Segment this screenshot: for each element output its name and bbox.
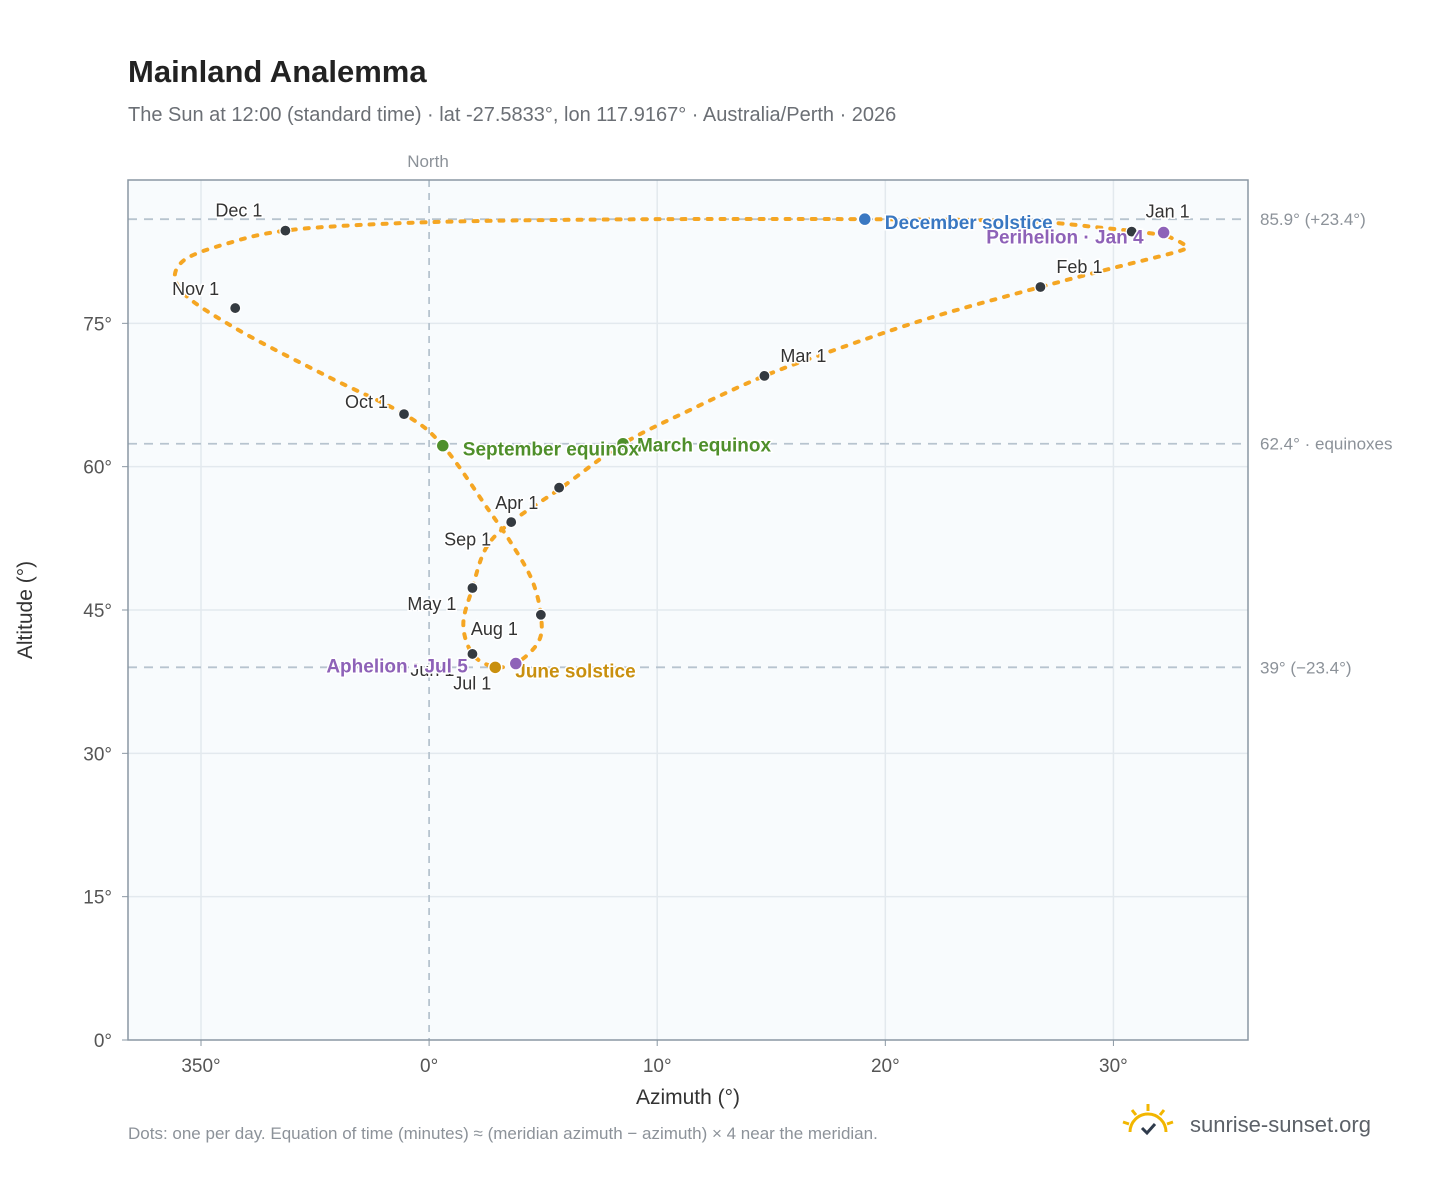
event-label: June solstice <box>515 661 635 682</box>
x-tick-label: 10° <box>643 1056 672 1077</box>
reference-line-label: 39° (−23.4°) <box>1260 658 1352 677</box>
event-label: March equinox <box>637 436 772 457</box>
month-marker <box>505 515 518 529</box>
reference-line-label: 62.4° · equinoxes <box>1260 435 1393 454</box>
month-label: Jul 1 <box>453 673 491 693</box>
month-marker <box>553 481 566 494</box>
month-marker <box>534 608 547 621</box>
month-marker <box>1125 225 1138 238</box>
reference-line-label: 85.9° (+23.4°) <box>1260 210 1366 229</box>
month-marker <box>1034 280 1047 294</box>
event-label: Perihelion · Jan 4 <box>986 228 1144 249</box>
y-tick-label: 15° <box>83 888 112 909</box>
y-tick-label: 75° <box>83 314 112 335</box>
y-axis-label: Altitude (°) <box>14 561 37 659</box>
month-label: Dec 1 <box>215 201 262 221</box>
month-marker <box>279 224 292 237</box>
event-label: December solstice <box>885 213 1053 234</box>
brand-logo[interactable]: sunrise-sunset.org <box>1120 1100 1400 1150</box>
y-tick-label: 45° <box>83 601 112 622</box>
month-label: Aug 1 <box>471 619 518 639</box>
y-tick-label: 30° <box>83 744 112 765</box>
x-tick-label: 30° <box>1099 1056 1128 1077</box>
footnote: Dots: one per day. Equation of time (min… <box>128 1124 878 1143</box>
daily-sun-dots <box>172 216 1189 670</box>
event-label: September equinox <box>463 440 640 461</box>
month-marker <box>758 369 771 382</box>
month-label: May 1 <box>407 594 456 614</box>
month-label: Apr 1 <box>495 493 538 513</box>
meridian-label: North <box>407 152 449 171</box>
event-marker <box>508 656 524 671</box>
month-marker <box>229 301 242 315</box>
month-marker <box>397 408 411 421</box>
x-tick-label: 20° <box>871 1056 900 1077</box>
month-label: Oct 1 <box>345 392 388 412</box>
month-label: Nov 1 <box>172 279 219 299</box>
y-tick-label: 0° <box>94 1031 112 1052</box>
x-tick-label: 350° <box>181 1056 220 1077</box>
analemma-path <box>172 216 1189 670</box>
x-axis-label: Azimuth (°) <box>636 1086 740 1109</box>
grid <box>128 180 1248 1040</box>
month-label: Feb 1 <box>1056 257 1102 277</box>
month-marker <box>466 581 479 595</box>
chart-subtitle: The Sun at 12:00 (standard time) · lat -… <box>128 104 897 126</box>
reference-lines: 85.9° (+23.4°) 62.4° · equinoxes 39° (−23.… <box>128 180 1393 1040</box>
x-tick-label: 0° <box>420 1056 438 1077</box>
chart-title: Mainland Analemma <box>128 54 427 89</box>
month-label: Jun 1 <box>410 660 454 680</box>
event-marker <box>488 660 503 675</box>
event-label: Aphelion · Jul 5 <box>326 657 468 678</box>
event-marker <box>435 438 451 453</box>
event-marker <box>1156 225 1171 240</box>
month-label: Mar 1 <box>780 346 826 366</box>
month-marker <box>466 647 479 661</box>
event-marker <box>615 436 631 451</box>
brand-name: sunrise-sunset.org <box>1190 1112 1371 1137</box>
month-label: Sep 1 <box>444 530 491 550</box>
sun-icon <box>1122 1104 1174 1136</box>
event-marker <box>857 211 873 227</box>
y-tick-label: 60° <box>83 458 112 479</box>
axes: 350° 0° 10° 20° 30° 0° 15° 30° 45° 60° 75° <box>83 314 1128 1077</box>
month-label: Jan 1 <box>1146 202 1190 222</box>
